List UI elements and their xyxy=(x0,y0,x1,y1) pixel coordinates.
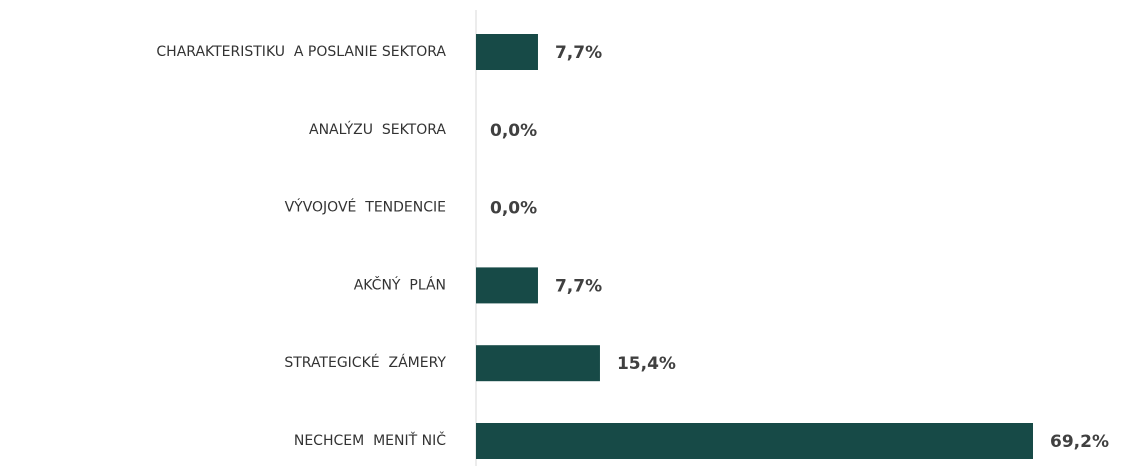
value-label: 0,0% xyxy=(490,199,537,219)
value-label: 7,7% xyxy=(555,43,602,63)
category-label: NECHCEM MENIŤ NIČ xyxy=(294,431,446,449)
bar xyxy=(476,34,538,70)
category-label: STRATEGICKÉ ZÁMERY xyxy=(284,354,446,371)
category-label: AKČNÝ PLÁN xyxy=(354,275,446,293)
value-label: 69,2% xyxy=(1050,432,1109,452)
category-label: CHARAKTERISTIKU A POSLANIE SEKTORA xyxy=(156,44,446,60)
category-label: ANALÝZU SEKTORA xyxy=(309,121,446,138)
value-label: 7,7% xyxy=(555,276,602,296)
bar xyxy=(476,423,1033,459)
value-label: 15,4% xyxy=(617,354,676,374)
category-label: VÝVOJOVÉ TENDENCIE xyxy=(285,199,446,216)
bar xyxy=(476,345,600,382)
value-label: 0,0% xyxy=(490,121,537,141)
bar xyxy=(476,267,538,304)
